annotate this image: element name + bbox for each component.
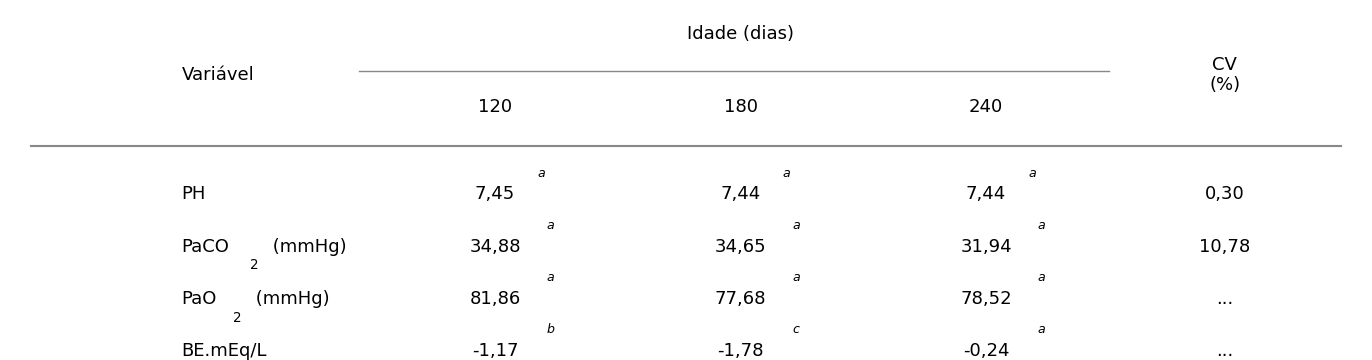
Text: 2: 2 [250,258,258,273]
Text: a: a [1037,271,1045,284]
Text: a: a [538,167,545,180]
Text: CV
(%): CV (%) [1209,55,1240,94]
Text: a: a [1028,167,1036,180]
Text: ...: ... [1216,342,1233,360]
Text: 7,44: 7,44 [720,185,760,203]
Text: 240: 240 [969,98,1003,116]
Text: ...: ... [1216,289,1233,307]
Text: 120: 120 [477,98,512,116]
Text: a: a [547,271,554,284]
Text: a: a [793,271,800,284]
Text: 2: 2 [233,311,241,324]
Text: 0,30: 0,30 [1205,185,1244,203]
Text: 77,68: 77,68 [715,289,767,307]
Text: BE.mEq/L: BE.mEq/L [181,342,268,360]
Text: a: a [1037,323,1045,336]
Text: b: b [547,323,554,336]
Text: 7,45: 7,45 [475,185,516,203]
Text: 31,94: 31,94 [960,238,1011,256]
Text: 81,86: 81,86 [469,289,521,307]
Text: -1,78: -1,78 [718,342,764,360]
Text: c: c [793,323,800,336]
Text: 10,78: 10,78 [1199,238,1250,256]
Text: 34,65: 34,65 [715,238,767,256]
Text: 78,52: 78,52 [960,289,1011,307]
Text: 180: 180 [723,98,757,116]
Text: Variável: Variável [181,66,254,84]
Text: 34,88: 34,88 [469,238,521,256]
Text: a: a [783,167,790,180]
Text: PaCO: PaCO [181,238,229,256]
Text: PH: PH [181,185,206,203]
Text: a: a [1037,219,1045,232]
Text: a: a [547,219,554,232]
Text: Idade (dias): Idade (dias) [687,25,794,43]
Text: PaO: PaO [181,289,217,307]
Text: -1,17: -1,17 [472,342,519,360]
Text: a: a [793,219,800,232]
Text: 7,44: 7,44 [966,185,1006,203]
Text: (mmHg): (mmHg) [268,238,347,256]
Text: -0,24: -0,24 [963,342,1010,360]
Text: (mmHg): (mmHg) [250,289,329,307]
